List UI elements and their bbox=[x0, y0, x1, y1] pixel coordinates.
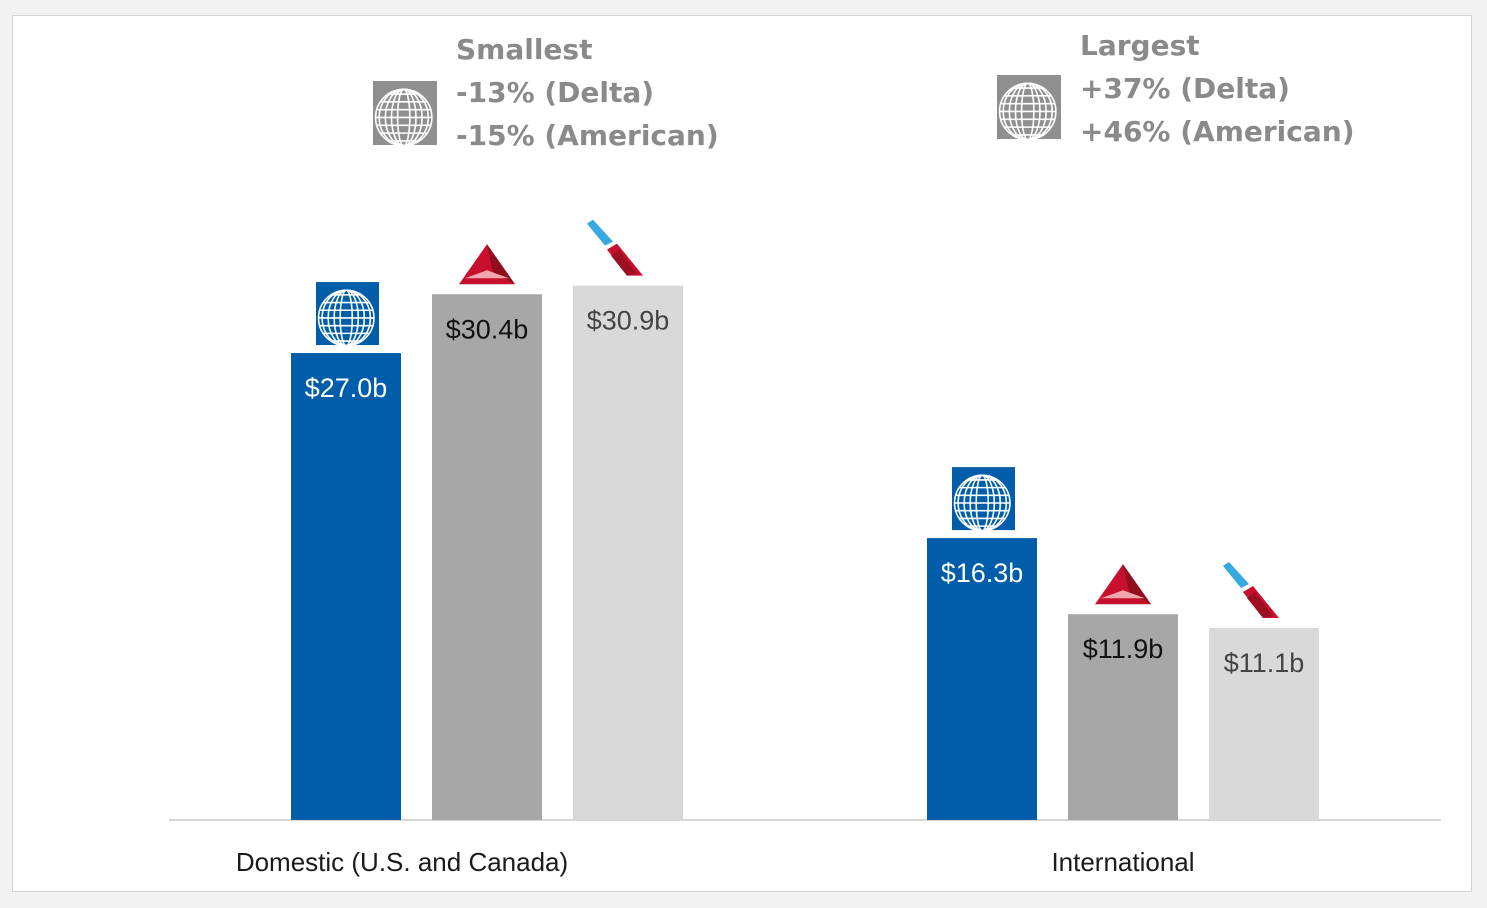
category-label: Domestic (U.S. and Canada) bbox=[236, 847, 568, 877]
bar-value-label: $11.9b bbox=[1083, 634, 1164, 664]
callout-annotation: Smallest -13% (Delta) -15% (American) bbox=[373, 33, 719, 152]
bar bbox=[927, 538, 1037, 820]
bar-chart: $27.0b $30.4b $30.9b Domestic (U.S. and Can… bbox=[169, 29, 1441, 877]
globe-lines bbox=[317, 289, 375, 347]
bar-value-label: $27.0b bbox=[305, 373, 388, 403]
delta-highlight bbox=[465, 270, 509, 279]
bar bbox=[432, 294, 542, 821]
delta-highlight bbox=[1101, 590, 1145, 599]
american-red-shade bbox=[611, 249, 637, 276]
bar-value-label: $16.3b bbox=[941, 558, 1024, 588]
american-flight-symbol-logo bbox=[1223, 562, 1279, 619]
american-flight-symbol-logo bbox=[587, 219, 643, 276]
american-red-shade bbox=[1247, 592, 1273, 619]
bar bbox=[1068, 614, 1178, 820]
delta-shade bbox=[487, 244, 515, 285]
callout-line: +37% (Delta) bbox=[1080, 72, 1290, 105]
delta-shade bbox=[1123, 564, 1151, 605]
category-label: International bbox=[1051, 847, 1194, 877]
globe-lines bbox=[953, 474, 1011, 532]
callout-line: -15% (American) bbox=[456, 119, 719, 152]
delta-widget-logo bbox=[459, 244, 515, 285]
globe-lines bbox=[374, 88, 433, 147]
united-globe-logo bbox=[952, 467, 1015, 532]
bar bbox=[291, 353, 401, 820]
bar bbox=[573, 285, 683, 820]
bar-value-label: $30.9b bbox=[587, 306, 670, 336]
callout-line: +46% (American) bbox=[1080, 115, 1355, 148]
united-globe-logo bbox=[316, 282, 379, 347]
chart-frame: $27.0b $30.4b $30.9b Domestic (U.S. and Can… bbox=[12, 15, 1472, 892]
bar-value-label: $30.4b bbox=[446, 314, 529, 344]
united-globe-logo-gray bbox=[373, 81, 437, 147]
callout-title: Largest bbox=[1080, 29, 1200, 62]
callout-line: -13% (Delta) bbox=[456, 76, 654, 109]
american-blue-stroke bbox=[587, 219, 613, 246]
united-globe-logo-gray bbox=[997, 75, 1061, 141]
callout-annotation: Largest +37% (Delta) +46% (American) bbox=[997, 29, 1355, 148]
globe-lines bbox=[998, 82, 1057, 141]
bar-value-label: $11.1b bbox=[1224, 648, 1305, 678]
delta-widget-logo bbox=[1095, 564, 1151, 605]
american-blue-stroke bbox=[1223, 562, 1249, 589]
bar bbox=[1209, 628, 1319, 820]
callout-title: Smallest bbox=[456, 33, 592, 66]
